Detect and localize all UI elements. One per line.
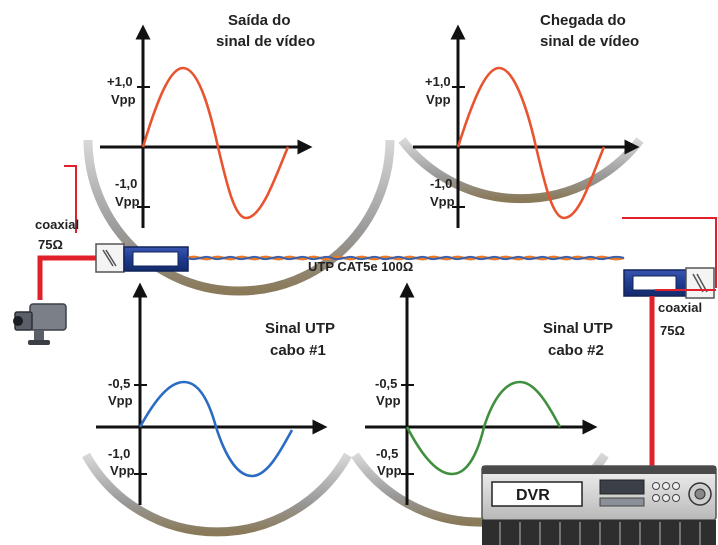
scope-bowl — [398, 137, 644, 204]
dvr-front-slots — [499, 522, 701, 545]
scope-title-line1: Sinal UTP — [543, 320, 613, 337]
scope-title-line2: cabo #2 — [548, 342, 604, 359]
dvr-recorder: DVR — [481, 465, 717, 545]
upper-unit-label: Vpp — [108, 393, 133, 408]
scope-title-line1: Chegada do — [540, 12, 626, 29]
upper-unit-label: Vpp — [376, 393, 401, 408]
utp-twisted-cable: UTP CAT5e 100Ω — [187, 255, 625, 274]
lower-value-label: -1,0 — [115, 176, 137, 191]
lower-value-label: -0,5 — [376, 446, 398, 461]
camera-icon — [13, 303, 67, 345]
upper-unit-label: Vpp — [426, 92, 451, 107]
right-coaxial-link: coaxial 75Ω — [622, 217, 717, 468]
scope-title-line2: cabo #1 — [270, 342, 326, 359]
impedance-label: 75Ω — [660, 323, 685, 338]
upper-unit-label: Vpp — [111, 92, 136, 107]
scope-title-line2: sinal de vídeo — [540, 33, 639, 50]
right-balun — [623, 267, 715, 299]
bracket-line — [622, 217, 717, 288]
scope-title-line2: sinal de vídeo — [216, 33, 315, 50]
lower-value-label: -1,0 — [430, 176, 452, 191]
scope-top-left: Saída do sinal de vídeo +1,0 Vpp -1,0 Vp… — [83, 12, 395, 296]
lower-unit-label: Vpp — [377, 463, 402, 478]
lower-unit-label: Vpp — [110, 463, 135, 478]
lower-unit-label: Vpp — [115, 194, 140, 209]
impedance-label: 75Ω — [38, 237, 63, 252]
scope-title-line1: Saída do — [228, 12, 291, 29]
green-sine-wave — [405, 380, 562, 476]
upper-value-label: +1,0 — [425, 74, 451, 89]
upper-value-label: -0,5 — [108, 376, 130, 391]
scope-bowl — [82, 452, 352, 537]
upper-value-label: -0,5 — [375, 376, 397, 391]
bracket-line — [64, 165, 77, 233]
dvr-label: DVR — [516, 487, 550, 504]
blue-sine-wave — [138, 380, 294, 478]
red-sine-wave — [141, 66, 290, 220]
coaxial-label: coaxial — [658, 300, 702, 315]
lower-value-label: -1,0 — [108, 446, 130, 461]
scope-bowl — [83, 139, 395, 296]
red-sine-wave — [456, 66, 606, 220]
scope-bottom-left: Sinal UTP cabo #1 -0,5 Vpp -1,0 Vpp — [82, 282, 352, 537]
red-video-wire — [37, 255, 98, 300]
cable-wire-blue — [187, 255, 625, 261]
left-balun — [95, 243, 189, 273]
lower-unit-label: Vpp — [430, 194, 455, 209]
upper-value-label: +1,0 — [107, 74, 133, 89]
scope-top-right: Chegada do sinal de vídeo +1,0 Vpp -1,0 … — [398, 12, 644, 228]
coaxial-label: coaxial — [35, 217, 79, 232]
scope-title-line1: Sinal UTP — [265, 320, 335, 337]
left-coaxial-link: coaxial 75Ω — [35, 165, 98, 300]
cable-label: UTP CAT5e 100Ω — [308, 259, 413, 274]
